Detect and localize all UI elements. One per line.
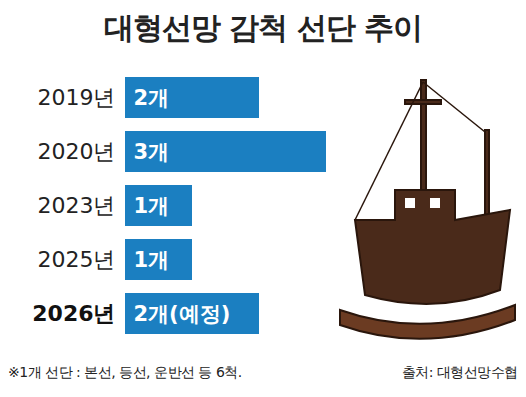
svg-text:2026년: 2026년 [32,301,115,326]
svg-text:2023년: 2023년 [38,193,116,218]
svg-text:2개(예정): 2개(예정) [134,302,231,326]
svg-text:2025년: 2025년 [38,247,116,272]
svg-text:2020년: 2020년 [38,139,116,164]
svg-text:1개: 1개 [134,248,170,272]
html-text:대형선망 감척 선단 추이: 대형선망 감척 선단 추이 [103,10,423,45]
html-text:※1개 선단 : 본선, 등선, 운반선 등 6척.: ※1개 선단 : 본선, 등선, 운반선 등 6척. [8,364,242,380]
svg-text:2개: 2개 [134,86,170,110]
svg-text:2019년: 2019년 [38,85,116,110]
svg-text:1개: 1개 [134,194,170,218]
svg-text:3개: 3개 [134,140,170,164]
html-text:출처: 대형선망수협: 출처: 대형선망수협 [401,364,518,380]
